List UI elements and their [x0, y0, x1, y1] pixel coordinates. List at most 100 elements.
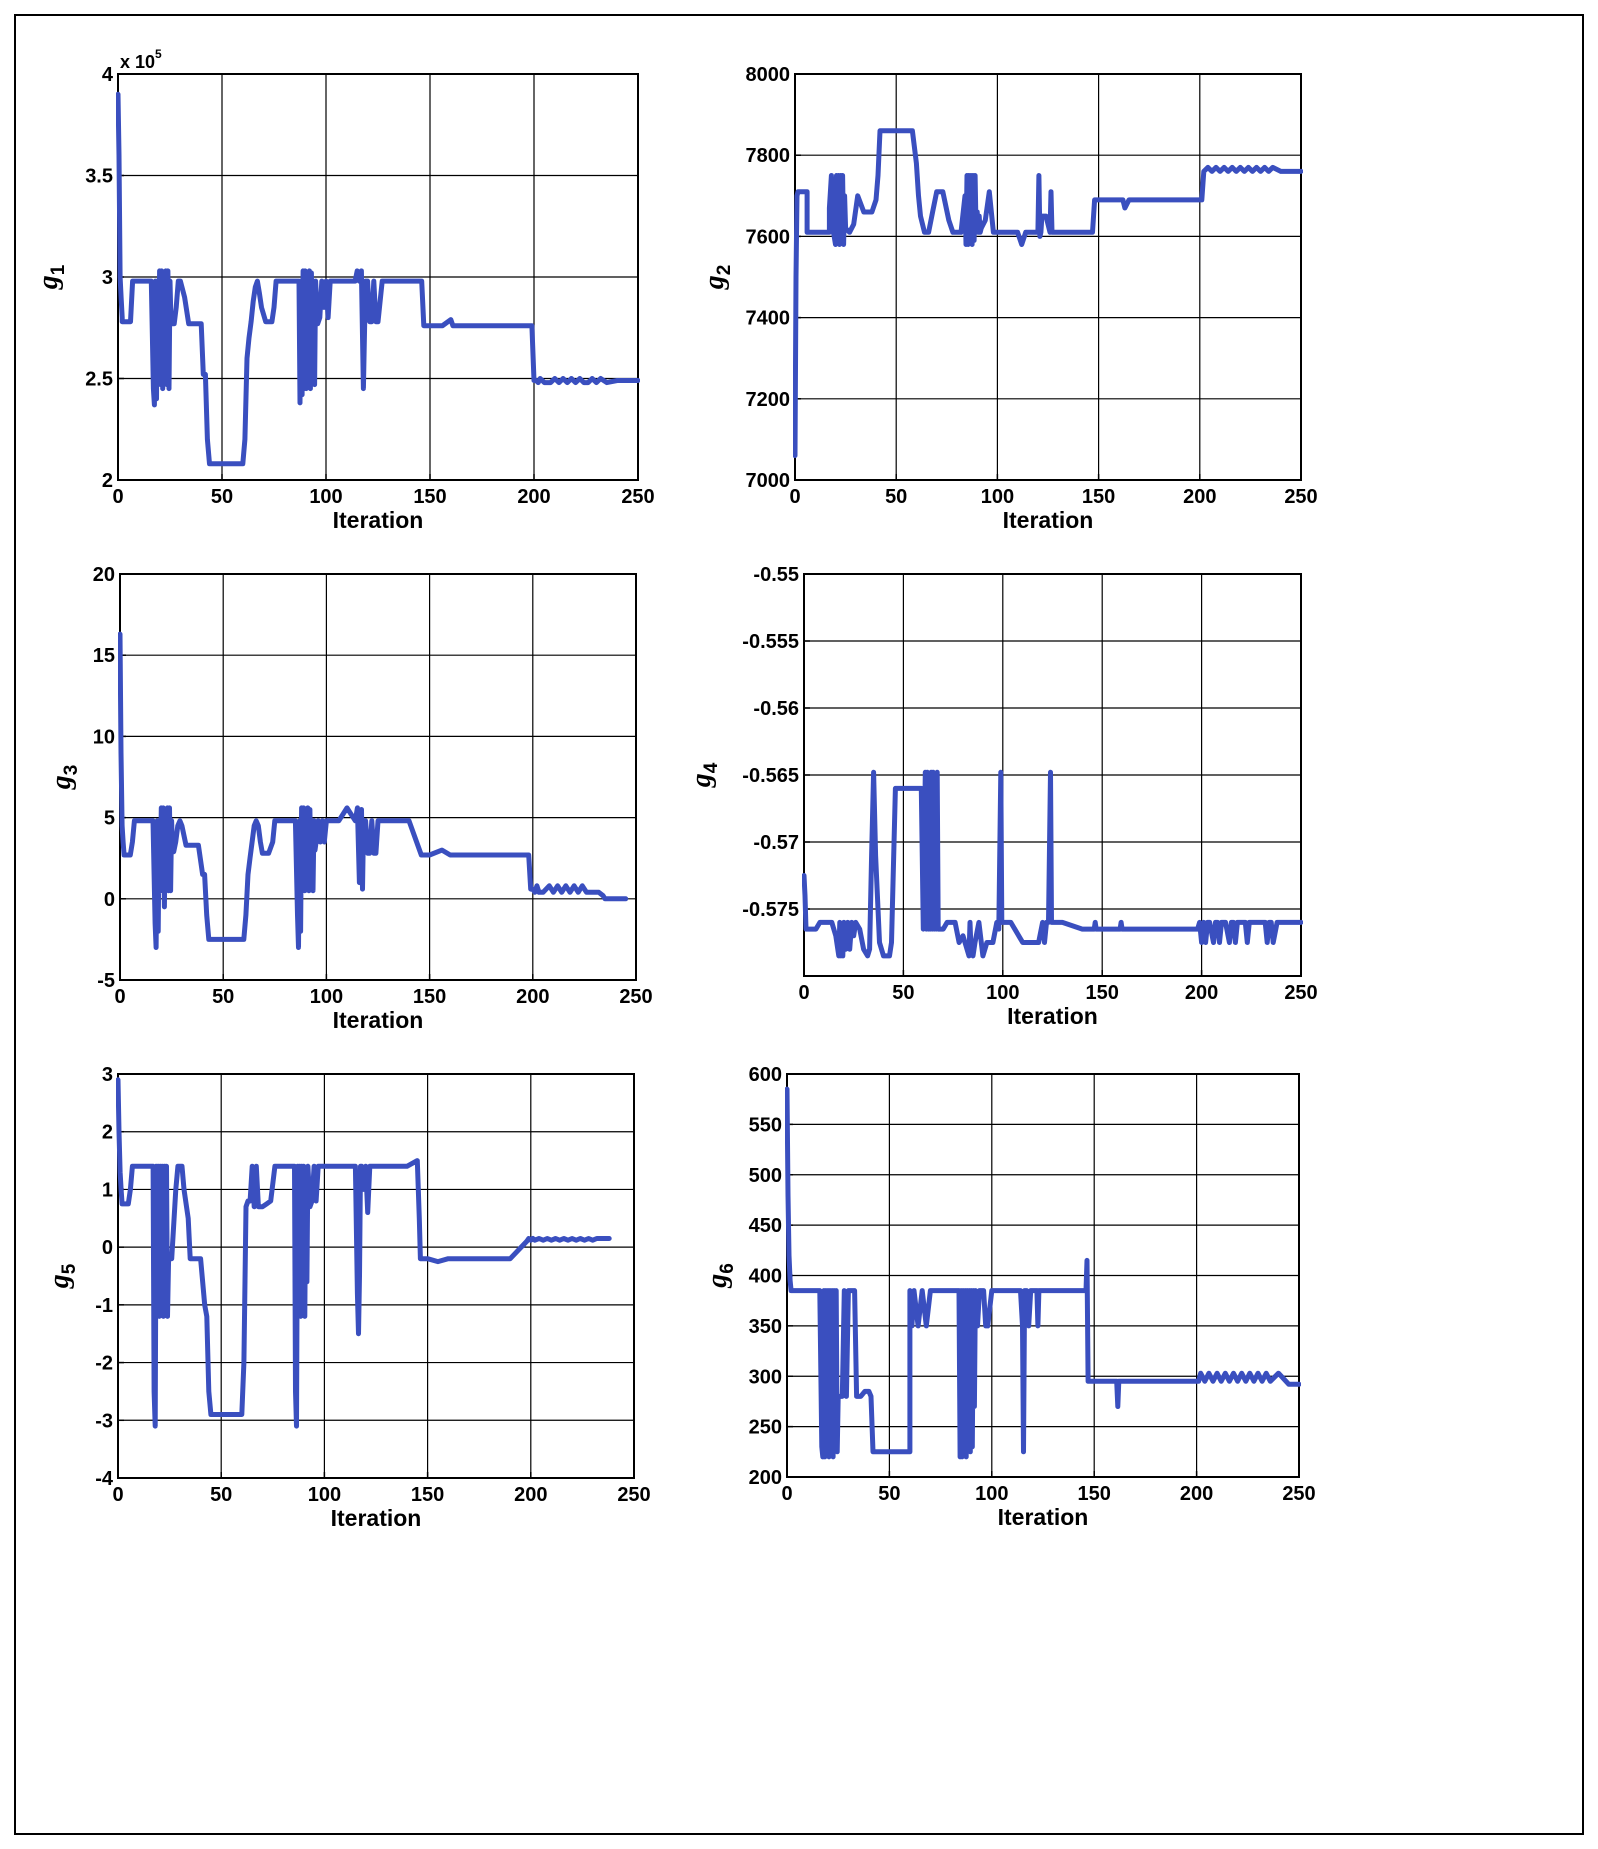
series-line: [785, 1086, 1301, 1460]
x-axis-label: Iteration: [333, 507, 424, 533]
x-tick-label: 250: [1284, 982, 1317, 1004]
y-tick-label: -0.575: [742, 899, 799, 921]
x-tick-label: 0: [789, 486, 800, 508]
figure-frame: [14, 14, 1584, 1835]
x-tick-label: 50: [878, 1483, 900, 1505]
y-tick-label: 3: [102, 1064, 113, 1086]
y-tick-label: 20: [93, 564, 115, 586]
x-tick-label: 100: [981, 486, 1014, 508]
x-tick-label: 50: [885, 486, 907, 508]
x-tick-label: 100: [309, 486, 342, 508]
x-tick-label: 150: [1082, 486, 1115, 508]
axis-multiplier: x 105: [120, 47, 162, 72]
y-tick-label: 2.5: [85, 369, 113, 391]
x-tick-label: 250: [621, 486, 654, 508]
y-tick-label: 4: [102, 64, 114, 86]
y-tick-label: 7200: [746, 389, 791, 411]
x-tick-label: 200: [516, 986, 549, 1008]
x-axis-label: Iteration: [333, 1007, 424, 1033]
x-tick-label: 50: [211, 486, 233, 508]
plot-area: [119, 573, 637, 981]
y-tick-label: 450: [749, 1215, 782, 1237]
chart-g1: 0 50 100 150 200 250 2 2.5 3 3.5 4 Iteration g1 x 105: [33, 47, 655, 533]
y-tick-label: 10: [93, 726, 115, 748]
x-tick-label: 150: [1078, 1483, 1111, 1505]
y-tick-label: -5: [97, 970, 115, 992]
x-tick-label: 250: [1284, 486, 1317, 508]
plot-area: [117, 1073, 635, 1479]
y-tick-label: 15: [93, 645, 115, 667]
y-axis-label: g4: [686, 762, 722, 788]
x-axis-label: Iteration: [1007, 1003, 1098, 1029]
y-tick-label: 0: [104, 889, 115, 911]
y-tick-label: 8000: [746, 64, 791, 86]
y-tick-label: 0: [102, 1237, 113, 1259]
y-tick-label: -0.55: [753, 564, 799, 586]
grid: [118, 1074, 634, 1478]
y-axis-label: g2: [699, 265, 735, 291]
grid: [120, 574, 636, 980]
y-tick-label: -0.57: [753, 832, 799, 854]
x-tick-label: 50: [212, 986, 234, 1008]
x-tick-label: 100: [986, 982, 1019, 1004]
x-tick-label: 200: [1180, 1483, 1213, 1505]
y-axis-label: g6: [702, 1263, 738, 1289]
series-line: [802, 769, 1303, 959]
y-tick-label: 500: [749, 1165, 782, 1187]
y-tick-label: 7000: [746, 470, 791, 492]
y-axis-label: g3: [46, 765, 82, 791]
chart-g2: 0 50 100 150 200 250 7000 7200 7400 7600 7800 8000 I…: [699, 64, 1318, 533]
x-tick-label: 0: [798, 982, 809, 1004]
x-tick-label: 150: [411, 1484, 444, 1506]
y-tick-label: -0.56: [753, 698, 799, 720]
chart-g5: 0 50 100 150 200 250 -4 -3 -2 -1 0 1 2 3 Iteration g5: [44, 1064, 651, 1531]
x-tick-label: 250: [619, 986, 652, 1008]
y-tick-label: 3: [102, 267, 113, 289]
y-tick-label: 7600: [746, 226, 791, 248]
x-tick-label: 200: [514, 1484, 547, 1506]
y-tick-label: 3.5: [85, 166, 113, 188]
x-tick-label: 100: [975, 1483, 1008, 1505]
grid: [787, 1074, 1299, 1477]
y-tick-label: 250: [749, 1417, 782, 1439]
x-tick-label: 200: [1183, 486, 1216, 508]
x-tick-label: 150: [1086, 982, 1119, 1004]
grid: [795, 74, 1301, 480]
y-tick-label: -1: [95, 1295, 113, 1317]
x-tick-label: 100: [310, 986, 343, 1008]
x-tick-label: 0: [781, 1483, 792, 1505]
y-tick-label: 300: [749, 1366, 782, 1388]
series-line: [118, 631, 629, 950]
x-axis-label: Iteration: [331, 1505, 422, 1531]
y-tick-label: 200: [749, 1467, 782, 1489]
x-tick-label: 0: [112, 486, 123, 508]
y-tick-label: 7800: [746, 145, 791, 167]
y-tick-label: 400: [749, 1266, 782, 1288]
x-tick-label: 100: [308, 1484, 341, 1506]
y-tick-label: 2: [102, 470, 113, 492]
y-tick-label: -3: [95, 1410, 113, 1432]
y-tick-label: 550: [749, 1114, 782, 1136]
y-tick-label: 5: [104, 808, 115, 830]
y-tick-label: 350: [749, 1316, 782, 1338]
y-axis-label: g5: [44, 1263, 80, 1289]
y-tick-label: -2: [95, 1353, 113, 1375]
y-tick-label: -0.565: [742, 765, 799, 787]
y-tick-label: -0.555: [742, 631, 799, 653]
y-tick-label: 2: [102, 1122, 113, 1144]
x-tick-label: 50: [210, 1484, 232, 1506]
series-line: [116, 1077, 612, 1429]
x-tick-label: 0: [112, 1484, 123, 1506]
x-tick-label: 150: [413, 486, 446, 508]
x-tick-label: 150: [413, 986, 446, 1008]
y-tick-label: 600: [749, 1064, 782, 1086]
x-axis-label: Iteration: [1003, 507, 1094, 533]
y-tick-label: 1: [102, 1179, 113, 1201]
y-tick-label: 7400: [746, 308, 791, 330]
series-line: [793, 128, 1303, 459]
y-axis-label: g1: [33, 264, 69, 290]
y-tick-label: -4: [95, 1468, 114, 1490]
x-tick-label: 200: [1185, 982, 1218, 1004]
x-axis-label: Iteration: [998, 1504, 1089, 1530]
